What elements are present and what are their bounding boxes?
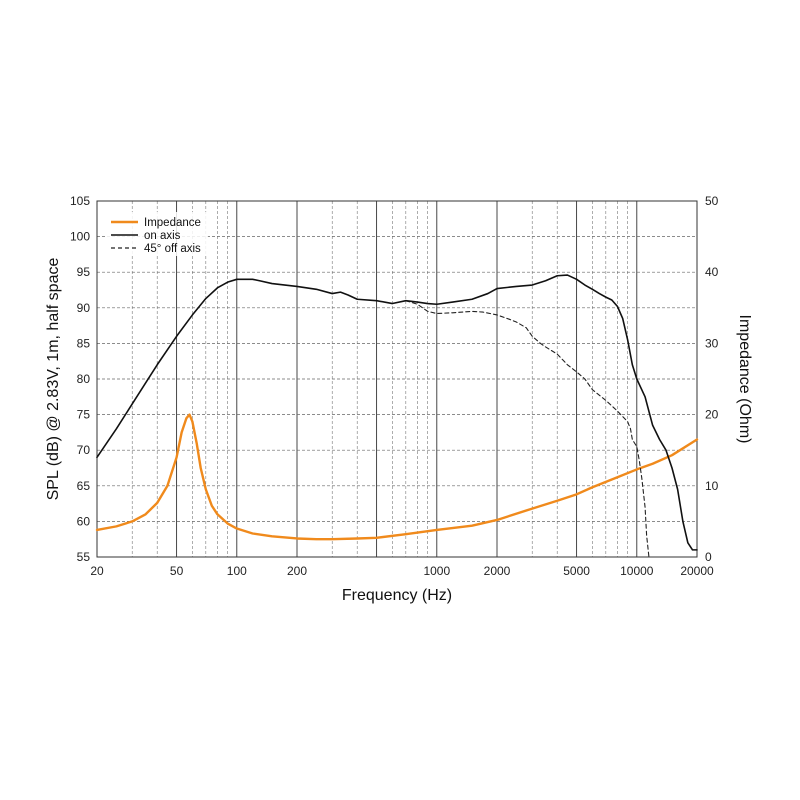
legend: Impedance on axis 45° off axis (106, 212, 208, 256)
x-tick-label: 1000 (423, 564, 450, 578)
x-tick-label: 10000 (620, 564, 654, 578)
y-tick-label: 80 (77, 372, 91, 386)
y-tick-label: 85 (77, 336, 91, 350)
impedance-curve (95, 413, 699, 541)
y-tick-label: 95 (77, 265, 91, 279)
y-axis-title: SPL (dB) @ 2.83V, 1m, half space (45, 258, 62, 501)
y-tick-label: 105 (70, 194, 90, 208)
y2-tick-label: 50 (705, 194, 719, 208)
series-layer (95, 274, 699, 558)
y2-tick-label: 30 (705, 336, 719, 350)
x-tick-label: 20000 (680, 564, 714, 578)
y-tick-label: 100 (70, 230, 90, 244)
off-axis-curve (405, 300, 650, 558)
x-tick-label: 100 (227, 564, 247, 578)
y-tick-label: 60 (77, 514, 91, 528)
x-tick-label: 50 (170, 564, 184, 578)
y-tick-label: 90 (77, 301, 91, 315)
y2-tick-label: 0 (705, 550, 712, 564)
y2-tick-label: 40 (705, 265, 719, 279)
legend-box (106, 212, 208, 256)
legend-label-impedance: Impedance (144, 217, 201, 229)
y-tick-label: 70 (77, 443, 91, 457)
plot-frame (96, 200, 698, 558)
x-tick-label: 20 (90, 564, 104, 578)
y-tick-label: 55 (77, 550, 91, 564)
tick-labels: 20 50 100 200 1000 2000 5000 10000 2000055606570… (70, 194, 719, 578)
on-axis-curve (96, 274, 698, 551)
x-tick-label: 200 (287, 564, 307, 578)
x-tick-label: 2000 (484, 564, 511, 578)
y-tick-label: 75 (77, 408, 91, 422)
y2-tick-label: 20 (705, 408, 719, 422)
legend-label-on-axis: on axis (144, 230, 181, 242)
y2-axis-title: Impedance (Ohm) (736, 315, 753, 444)
x-tick-label: 5000 (563, 564, 590, 578)
y-tick-label: 65 (77, 479, 91, 493)
legend-label-off-axis: 45° off axis (144, 243, 201, 255)
x-axis-title: Frequency (Hz) (342, 587, 452, 604)
y2-tick-label: 10 (705, 479, 719, 493)
